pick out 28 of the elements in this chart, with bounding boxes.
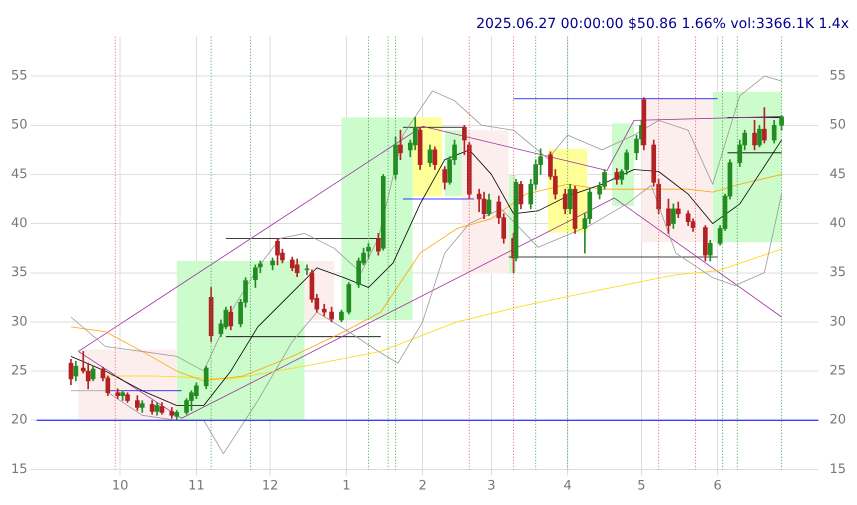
y-tick-label: 45: [10, 166, 28, 182]
y-tick-label: 55: [10, 68, 28, 84]
y2-tick-label: 15: [829, 462, 846, 477]
x-tick-label: 2: [418, 478, 427, 494]
y2-tick-label: 30: [829, 314, 846, 330]
y2-tick-label: 35: [829, 265, 846, 280]
x-tick-label: 10: [112, 478, 128, 494]
y2-tick-label: 50: [829, 118, 846, 133]
y-tick-label: 25: [10, 363, 28, 378]
y-tick-label: 30: [10, 314, 28, 330]
y-tick-label: 15: [10, 462, 28, 477]
y2-tick-label: 55: [829, 68, 846, 84]
y2-tick-label: 45: [829, 166, 846, 182]
x-tick-label: 1: [342, 478, 350, 494]
x-tick-label: 11: [188, 478, 205, 494]
chart-title: 2025.06.27 00:00:00 $50.86 1.66% vol:3366.1K 1.4x: [476, 16, 849, 32]
x-tick-label: 3: [487, 478, 496, 494]
y-tick-label: 35: [10, 265, 28, 280]
y2-tick-label: 25: [829, 363, 846, 378]
y-tick-label: 50: [10, 118, 28, 133]
y-tick-label: 20: [10, 412, 28, 428]
y2-tick-label: 20: [829, 412, 846, 428]
x-tick-label: 6: [714, 478, 722, 494]
x-tick-label: 12: [262, 478, 278, 494]
y-tick-label: 40: [10, 216, 28, 231]
y2-tick-label: 40: [829, 216, 846, 231]
x-tick-label: 4: [564, 478, 572, 494]
x-tick-label: 5: [637, 478, 646, 494]
